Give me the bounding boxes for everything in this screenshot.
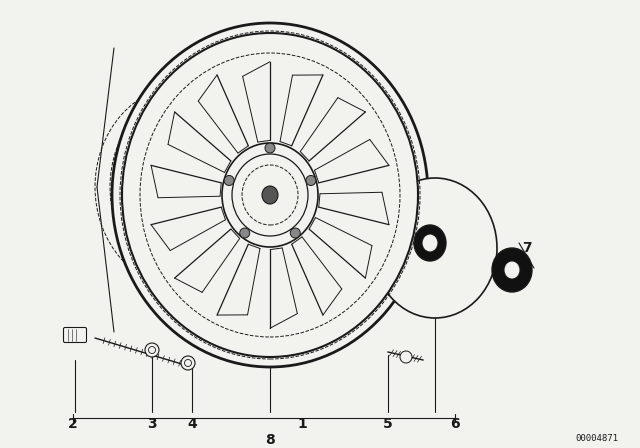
Text: 00004871: 00004871 (575, 434, 618, 443)
Text: 3: 3 (147, 417, 157, 431)
Ellipse shape (373, 178, 497, 318)
Ellipse shape (262, 186, 278, 204)
Circle shape (400, 351, 412, 363)
Ellipse shape (422, 234, 438, 252)
Circle shape (145, 343, 159, 357)
Ellipse shape (112, 23, 428, 367)
Ellipse shape (504, 261, 520, 279)
Text: 2: 2 (68, 417, 78, 431)
Circle shape (291, 228, 300, 238)
Text: 4: 4 (187, 417, 197, 431)
Text: 7: 7 (522, 241, 532, 255)
FancyBboxPatch shape (63, 327, 86, 343)
Text: 8: 8 (265, 433, 275, 447)
Ellipse shape (222, 143, 318, 247)
Text: 1: 1 (297, 417, 307, 431)
Ellipse shape (122, 33, 418, 357)
Text: 5: 5 (383, 417, 393, 431)
Ellipse shape (492, 248, 532, 292)
Circle shape (240, 228, 250, 238)
Circle shape (306, 176, 316, 185)
Circle shape (181, 356, 195, 370)
Text: 6: 6 (450, 417, 460, 431)
Circle shape (265, 143, 275, 153)
Circle shape (224, 176, 234, 185)
Ellipse shape (414, 225, 446, 261)
